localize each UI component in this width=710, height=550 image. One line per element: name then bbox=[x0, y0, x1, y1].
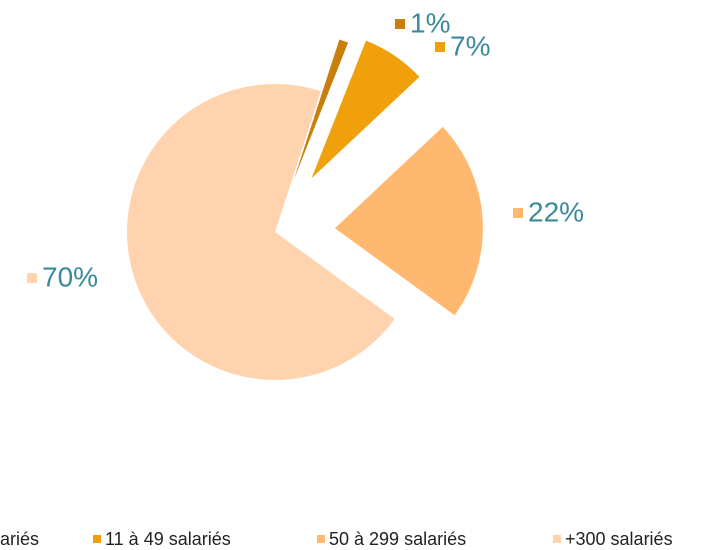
legend-label: +300 salariés bbox=[565, 529, 673, 549]
label-marker bbox=[27, 273, 37, 283]
legend-label: ariés bbox=[0, 529, 39, 549]
label-marker bbox=[435, 42, 445, 52]
legend-marker bbox=[317, 535, 325, 543]
pie-slice bbox=[334, 126, 483, 316]
label-marker bbox=[513, 208, 523, 218]
data-label: 22% bbox=[528, 196, 584, 227]
pie-slice bbox=[127, 84, 395, 381]
legend-marker bbox=[553, 535, 561, 543]
label-marker bbox=[395, 19, 405, 29]
pie-slice bbox=[311, 40, 420, 179]
data-label: 1% bbox=[410, 7, 450, 38]
data-label: 7% bbox=[450, 30, 490, 61]
legend-label: 50 à 299 salariés bbox=[329, 529, 466, 549]
legend-marker bbox=[93, 535, 101, 543]
data-label: 70% bbox=[42, 261, 98, 292]
legend-label: 11 à 49 salariés bbox=[105, 529, 231, 549]
pie-slice bbox=[293, 39, 349, 181]
